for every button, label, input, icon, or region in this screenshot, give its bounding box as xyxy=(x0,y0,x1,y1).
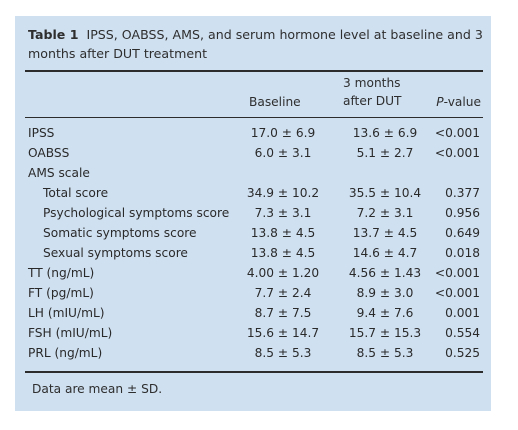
row-label: OABSS xyxy=(28,146,70,160)
header-after-line1: 3 months xyxy=(343,76,401,90)
table-row: Psychological symptoms score 7.3 ± 3.1 7.2… xyxy=(25,203,483,223)
baseline-cell: 6.0 ± 3.1 xyxy=(254,146,312,160)
header-rule xyxy=(25,117,483,118)
row-label: Psychological symptoms score xyxy=(43,206,230,220)
table-label: Table 1 xyxy=(28,27,79,42)
row-label: TT (ng/mL) xyxy=(28,266,95,280)
after-dut-cell: 5.1 ± 2.7 xyxy=(356,146,414,160)
baseline-cell: 4.00 ± 1.20 xyxy=(246,266,320,280)
after-dut-cell: 35.5 ± 10.4 xyxy=(348,186,422,200)
table-row: IPSS 17.0 ± 6.9 13.6 ± 6.9 <0.001 xyxy=(25,123,483,143)
pvalue-cell: <0.001 xyxy=(434,126,480,140)
row-label: IPSS xyxy=(28,126,55,140)
pvalue-cell: 0.956 xyxy=(445,206,480,220)
table-row: TT (ng/mL) 4.00 ± 1.20 4.56 ± 1.43 <0.001 xyxy=(25,263,483,283)
baseline-cell: 13.8 ± 4.5 xyxy=(250,226,316,240)
baseline-cell: 8.7 ± 7.5 xyxy=(254,306,312,320)
after-dut-cell: 4.56 ± 1.43 xyxy=(348,266,422,280)
table-row: Sexual symptoms score 13.8 ± 4.5 14.6 ± 4.… xyxy=(25,243,483,263)
row-label: PRL (ng/mL) xyxy=(28,346,103,360)
after-dut-cell: 14.6 ± 4.7 xyxy=(352,246,418,260)
baseline-cell: 13.8 ± 4.5 xyxy=(250,246,316,260)
after-dut-cell: 8.5 ± 5.3 xyxy=(356,346,414,360)
row-label: Somatic symptoms score xyxy=(43,226,197,240)
table-row: FT (pg/mL) 7.7 ± 2.4 8.9 ± 3.0 <0.001 xyxy=(25,283,483,303)
after-dut-cell: 8.9 ± 3.0 xyxy=(356,286,414,300)
pvalue-cell: 0.554 xyxy=(445,326,480,340)
header-after-dut: 3 months after DUT xyxy=(343,74,423,110)
after-dut-cell: 13.7 ± 4.5 xyxy=(352,226,418,240)
baseline-cell: 7.7 ± 2.4 xyxy=(254,286,312,300)
after-dut-cell: 9.4 ± 7.6 xyxy=(356,306,414,320)
table-row: OABSS 6.0 ± 3.1 5.1 ± 2.7 <0.001 xyxy=(25,143,483,163)
header-after-line2: after DUT xyxy=(343,94,402,108)
baseline-cell: 34.9 ± 10.2 xyxy=(246,186,320,200)
baseline-cell: 8.5 ± 5.3 xyxy=(254,346,312,360)
row-label: AMS scale xyxy=(28,166,90,180)
row-label: Total score xyxy=(43,186,109,200)
table-row: AMS scale xyxy=(25,163,483,183)
pvalue-cell: <0.001 xyxy=(434,266,480,280)
table-row: PRL (ng/mL) 8.5 ± 5.3 8.5 ± 5.3 0.525 xyxy=(25,343,483,363)
baseline-cell: 17.0 ± 6.9 xyxy=(250,126,316,140)
after-dut-cell: 13.6 ± 6.9 xyxy=(352,126,418,140)
table-row: FSH (mIU/mL) 15.6 ± 14.7 15.7 ± 15.3 0.554 xyxy=(25,323,483,343)
pvalue-cell: 0.377 xyxy=(445,186,480,200)
bottom-rule xyxy=(25,371,483,373)
table-caption: Table 1 IPSS, OABSS, AMS, and serum hormo… xyxy=(28,25,483,63)
header-baseline: Baseline xyxy=(249,95,301,109)
pvalue-cell: <0.001 xyxy=(434,146,480,160)
table-title: IPSS, OABSS, AMS, and serum hormone leve… xyxy=(28,27,483,61)
row-label: Sexual symptoms score xyxy=(43,246,188,260)
table-row: LH (mIU/mL) 8.7 ± 7.5 9.4 ± 7.6 0.001 xyxy=(25,303,483,323)
table-footnote: Data are mean ± SD. xyxy=(32,382,163,396)
baseline-cell: 7.3 ± 3.1 xyxy=(254,206,312,220)
baseline-cell: 15.6 ± 14.7 xyxy=(246,326,320,340)
header-pvalue-rest: -value xyxy=(443,95,481,109)
pvalue-cell: 0.018 xyxy=(445,246,480,260)
pvalue-cell: <0.001 xyxy=(434,286,480,300)
table-row: Total score 34.9 ± 10.2 35.5 ± 10.4 0.377 xyxy=(25,183,483,203)
row-label: FT (pg/mL) xyxy=(28,286,94,300)
header-pvalue-italic: P xyxy=(436,95,444,109)
pvalue-cell: 0.649 xyxy=(445,226,480,240)
table-body: IPSS 17.0 ± 6.9 13.6 ± 6.9 <0.001 OABSS 6.0 ±… xyxy=(25,123,483,363)
row-label: FSH (mIU/mL) xyxy=(28,326,113,340)
row-label: LH (mIU/mL) xyxy=(28,306,105,320)
after-dut-cell: 15.7 ± 15.3 xyxy=(348,326,422,340)
table-panel: Table 1 IPSS, OABSS, AMS, and serum hormo… xyxy=(15,16,491,411)
top-rule xyxy=(25,70,483,72)
pvalue-cell: 0.001 xyxy=(445,306,480,320)
pvalue-cell: 0.525 xyxy=(445,346,480,360)
after-dut-cell: 7.2 ± 3.1 xyxy=(356,206,414,220)
table-row: Somatic symptoms score 13.8 ± 4.5 13.7 ± 4… xyxy=(25,223,483,243)
header-pvalue: P-value xyxy=(436,93,481,111)
